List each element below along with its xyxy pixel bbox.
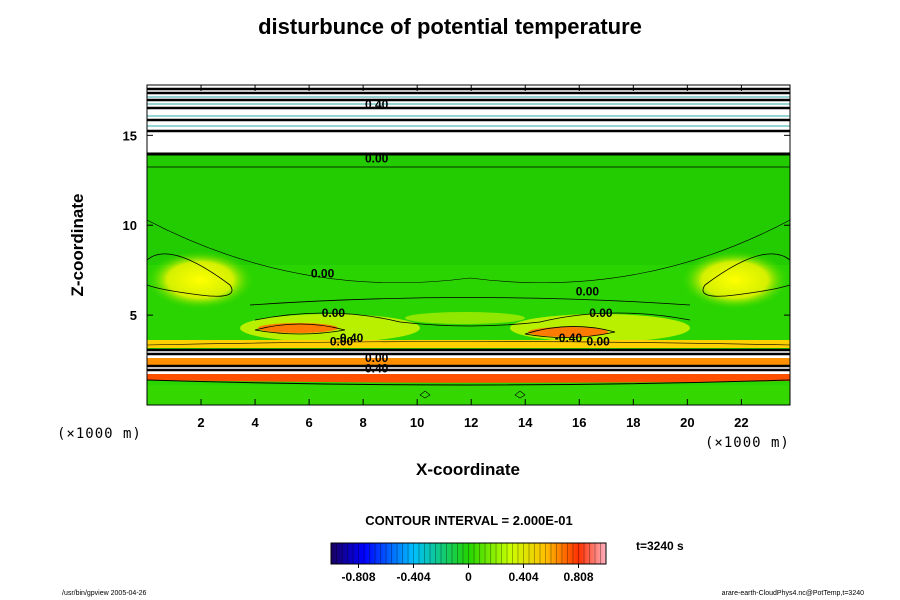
contour-label: 0.00 bbox=[311, 266, 335, 280]
y-axis-unit: (×1000 m) bbox=[57, 426, 142, 442]
contour-label: 0.00 bbox=[576, 284, 600, 298]
contour-label: 0.00 bbox=[587, 335, 611, 349]
x-tick-label: 22 bbox=[734, 415, 748, 430]
colorbar-tick-label: 0.404 bbox=[508, 570, 538, 584]
x-tick-label: 14 bbox=[518, 415, 533, 430]
contour-lines bbox=[147, 87, 790, 399]
y-tick-label: 15 bbox=[123, 128, 137, 143]
colorbar-tick-label: 0 bbox=[465, 570, 472, 584]
time-label: t=3240 s bbox=[636, 539, 684, 553]
x-tick-label: 8 bbox=[360, 415, 367, 430]
footer-right-text: arare-earth-CloudPhys4.nc@PotTemp,t=3240 bbox=[721, 590, 864, 597]
contour-interval-label: CONTOUR INTERVAL = 2.000E-01 bbox=[365, 513, 573, 528]
x-axis-unit: (×1000 m) bbox=[705, 435, 790, 451]
y-axis-label: Z-coordinate bbox=[68, 193, 87, 297]
x-tick-label: 6 bbox=[305, 415, 312, 430]
x-tick-label: 2 bbox=[197, 415, 204, 430]
contour-label: -0.40 bbox=[555, 331, 583, 345]
x-tick-label: 16 bbox=[572, 415, 586, 430]
contour-label: -0.40 bbox=[336, 331, 364, 345]
contour-label: 0.40 bbox=[365, 97, 389, 111]
x-tick-label: 18 bbox=[626, 415, 640, 430]
contour-label: 0.00 bbox=[365, 151, 389, 165]
y-tick-label: 5 bbox=[130, 308, 137, 323]
contour-label: 0.00 bbox=[330, 335, 354, 349]
x-axis-label: X-coordinate bbox=[416, 460, 520, 479]
x-tick-label: 12 bbox=[464, 415, 478, 430]
colorbar-tick-label: -0.404 bbox=[396, 570, 430, 584]
contour-label: 0.00 bbox=[365, 351, 389, 365]
field-fill bbox=[147, 85, 790, 405]
plot-frame bbox=[146, 84, 791, 406]
x-tick-label: 20 bbox=[680, 415, 694, 430]
y-tick-label: 10 bbox=[123, 218, 137, 233]
chart-title: disturbunce of potential temperature bbox=[258, 14, 642, 39]
footer-left-text: /usr/bin/gpview 2005-04-26 bbox=[62, 590, 147, 597]
x-tick-label: 4 bbox=[251, 415, 259, 430]
contour-label: 0.40 bbox=[365, 362, 389, 376]
colorbar-tick-label: 0.808 bbox=[563, 570, 593, 584]
contour-label: 0.00 bbox=[589, 306, 613, 320]
x-tick-label: 10 bbox=[410, 415, 424, 430]
contour-label: 0.00 bbox=[322, 306, 346, 320]
colorbar-tick-label: -0.808 bbox=[341, 570, 375, 584]
